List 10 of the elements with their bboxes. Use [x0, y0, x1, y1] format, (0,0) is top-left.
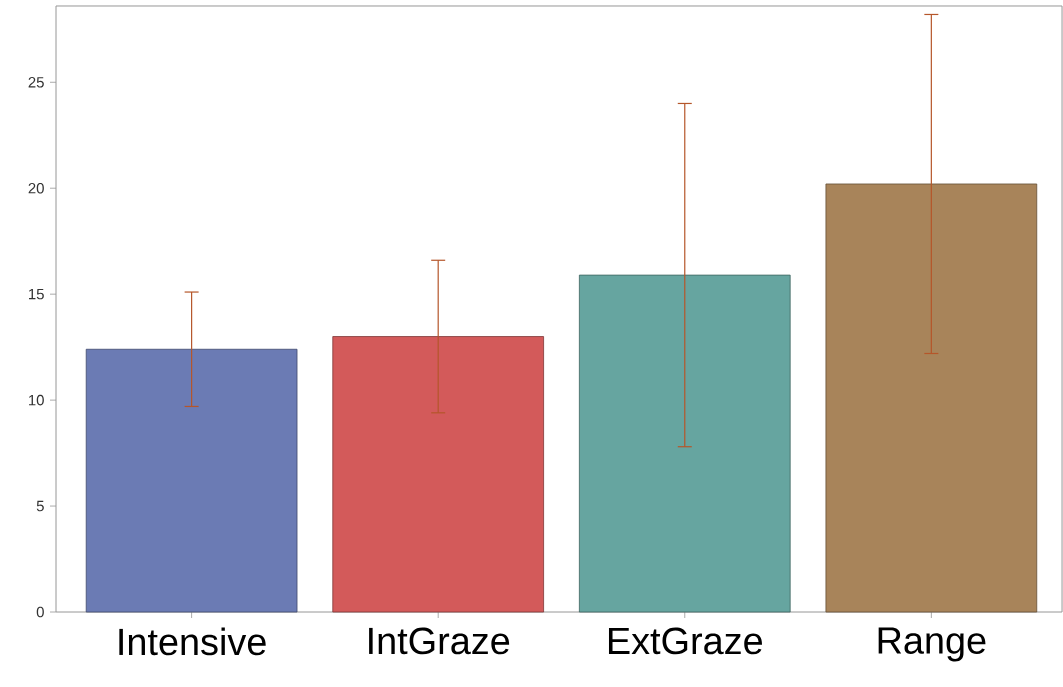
x-tick-label: ExtGraze: [608, 627, 762, 655]
y-tick-label: 0: [36, 606, 44, 618]
y-tick-label: 10: [29, 394, 44, 406]
x-tick-label: Range: [878, 627, 986, 662]
y-tick-label: 25: [28, 76, 44, 88]
x-tick-label: Intensive: [119, 627, 266, 656]
y-tick-label: 20: [28, 182, 44, 194]
y-tick-label: 15: [29, 288, 44, 300]
x-tick-label: IntGraze: [369, 627, 510, 655]
y-tick-label: 5: [36, 500, 44, 512]
